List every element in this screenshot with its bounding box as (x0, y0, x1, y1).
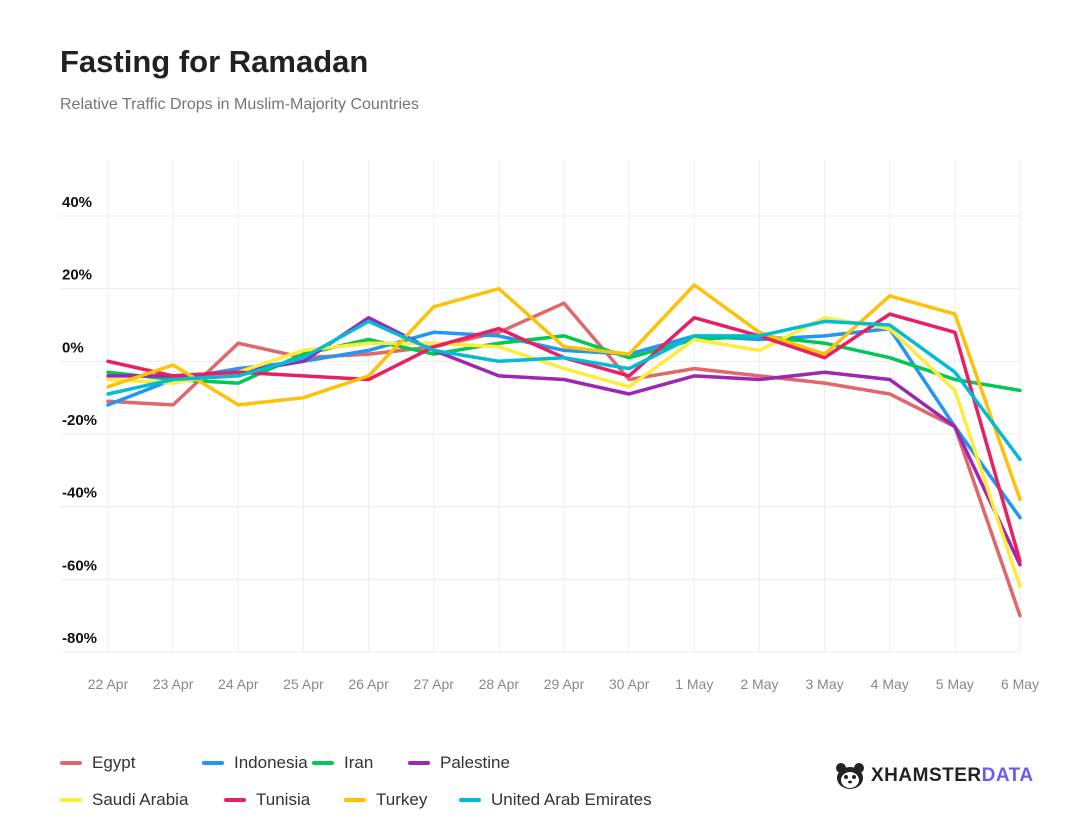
legend-label: Palestine (440, 752, 510, 772)
x-tick-label: 5 May (936, 676, 974, 692)
x-tick-label: 4 May (871, 676, 909, 692)
y-tick-label: 40% (62, 194, 92, 211)
legend-swatch (224, 797, 246, 802)
x-tick-label: 30 Apr (609, 676, 650, 692)
legend-label: Turkey (376, 789, 428, 809)
chart-title: Fasting for Ramadan (60, 44, 369, 79)
chart-legend: Egypt Indonesia Iran Palestine Saudi Ara… (60, 744, 780, 818)
legend-swatch (312, 760, 334, 765)
x-tick-label: 6 May (1001, 676, 1039, 692)
legend-item-iran: Iran (312, 753, 408, 773)
legend-label: Indonesia (234, 752, 308, 772)
brand-wordmark: XHAMSTERDATA (871, 765, 1034, 787)
x-tick-label: 25 Apr (283, 676, 324, 692)
series-line-egypt (106, 301, 1022, 618)
legend-item-egypt: Egypt (60, 753, 202, 773)
y-tick-label: 0% (62, 339, 84, 356)
legend-label: Saudi Arabia (92, 789, 189, 809)
brand-logo: XHAMSTERDATA (835, 762, 1034, 790)
chart-subtitle: Relative Traffic Drops in Muslim-Majorit… (60, 96, 419, 113)
legend-item-indonesia: Indonesia (202, 753, 312, 773)
legend-swatch (459, 797, 481, 802)
legend-label: Tunisia (256, 789, 311, 809)
y-tick-label: -40% (62, 485, 97, 502)
legend-item-tunisia: Tunisia (224, 790, 344, 810)
y-tick-label: 20% (62, 267, 92, 284)
x-tick-label: 3 May (806, 676, 844, 692)
legend-item-palestine: Palestine (408, 753, 510, 773)
legend-label: United Arab Emirates (491, 789, 652, 809)
series-line-united-arab-emirates (106, 319, 1022, 462)
legend-swatch (408, 760, 430, 765)
x-tick-label: 26 Apr (348, 676, 389, 692)
y-tick-label: -20% (62, 412, 97, 429)
legend-swatch (344, 797, 366, 802)
legend-swatch (202, 760, 224, 765)
x-tick-label: 27 Apr (413, 676, 454, 692)
y-tick-label: -60% (62, 557, 97, 574)
brand-wordmark-part1: XHAMSTER (871, 765, 982, 786)
series-line-turkey (106, 283, 1022, 502)
x-tick-label: 1 May (675, 676, 713, 692)
x-tick-label: 29 Apr (544, 676, 585, 692)
x-tick-label: 28 Apr (479, 676, 520, 692)
legend-row: Saudi Arabia Tunisia Turkey United Arab … (60, 781, 780, 818)
line-chart: 40% 20% 0% -20% -40% -60% -80% 22 Apr 23 Apr 24 A… (60, 160, 1039, 692)
legend-item-uae: United Arab Emirates (459, 790, 652, 810)
x-tick-label: 23 Apr (153, 676, 194, 692)
brand-wordmark-part2: DATA (981, 765, 1034, 786)
legend-swatch (60, 797, 82, 802)
legend-row: Egypt Indonesia Iran Palestine (60, 744, 780, 781)
y-tick-label: -80% (62, 630, 97, 647)
x-tick-label: 24 Apr (218, 676, 259, 692)
legend-item-turkey: Turkey (344, 790, 459, 810)
hamster-icon (836, 763, 864, 789)
x-tick-label: 2 May (740, 676, 778, 692)
x-tick-label: 22 Apr (88, 676, 129, 692)
legend-label: Iran (344, 752, 374, 772)
legend-swatch (60, 760, 82, 765)
legend-label: Egypt (92, 752, 136, 772)
legend-item-saudi-arabia: Saudi Arabia (60, 790, 224, 810)
